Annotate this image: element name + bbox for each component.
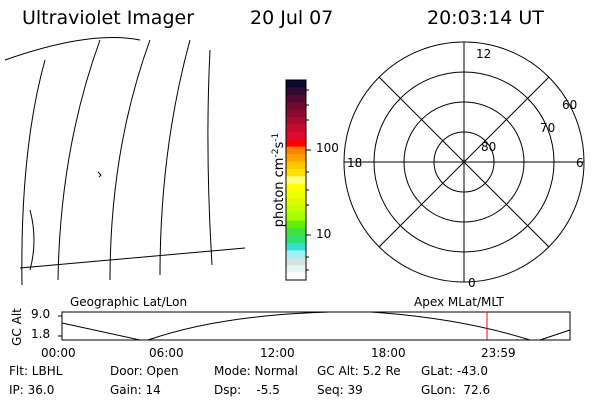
colorbar-swatch [286, 168, 306, 177]
polar-lat-80: 80 [481, 140, 497, 154]
x-tick: 06:00 [149, 346, 184, 360]
colorbar-swatch [286, 257, 306, 266]
map-gridline [57, 39, 101, 281]
polar-label-0: 0 [468, 276, 476, 290]
map-gridline [207, 49, 213, 266]
status-dsp: Dsp: -5.5 [214, 383, 280, 397]
colorbar-swatch [286, 80, 306, 88]
map-gridline [21, 59, 46, 286]
colorbar-swatch [286, 213, 306, 222]
status-glat: GLat: -43.0 [421, 364, 488, 378]
colorbar-swatch [286, 124, 306, 133]
colorbar-ticks [306, 89, 311, 271]
status-seq: Seq: 39 [317, 383, 363, 397]
status-glon: GLon: 72.6 [421, 383, 491, 397]
colorbar-swatch [286, 117, 306, 125]
map-gridline [19, 247, 246, 269]
colorbar-swatch [286, 265, 306, 274]
timeline-frame [61, 311, 571, 341]
unit-text: photon cm [272, 157, 288, 228]
colorbar-swatch [286, 109, 306, 118]
polar-label-18: 18 [347, 156, 363, 170]
colorbar-swatch [286, 146, 306, 155]
polar-lat-70: 70 [540, 121, 556, 135]
status-filter: Flt: LBHL [9, 364, 63, 378]
colorbar-swatch [286, 154, 306, 162]
colorbar-tick-10: 10 [316, 227, 332, 241]
date-label: 20 Jul 07 [250, 7, 334, 29]
status-gain: Gain: 14 [110, 383, 161, 397]
colorbar-swatch [286, 183, 306, 192]
polar-axis [378, 76, 550, 248]
status-ip: IP: 36.0 [9, 383, 55, 397]
map-coastline [29, 171, 102, 271]
unit-exponent: -2 [270, 148, 281, 158]
colorbar-frame [285, 79, 307, 281]
timeline-left-title: Geographic Lat/Lon [70, 295, 188, 309]
x-tick: 23:59 [481, 346, 516, 360]
status-gc-alt: GC Alt: 5.2 Re [317, 364, 401, 378]
colorbar-swatch [286, 139, 306, 148]
colorbar-swatch [286, 272, 306, 281]
polar-lat-60: 60 [562, 98, 578, 112]
geographic-map [4, 37, 246, 286]
colorbar-swatch [286, 102, 306, 111]
colorbar-swatch [286, 176, 306, 185]
x-tick: 00:00 [41, 346, 76, 360]
colorbar-unit-label: photon cm-2s-1 [271, 133, 287, 227]
unit-exponent: -1 [270, 132, 281, 142]
altitude-curve [61, 311, 571, 341]
timeline-ylabel: GC Alt [10, 308, 24, 346]
y-tick-9: 9.0 [31, 307, 51, 321]
timeline-ticks [58, 315, 62, 337]
x-tick: 12:00 [260, 346, 295, 360]
colorbar-swatch [286, 228, 306, 237]
colorbar-swatch [286, 235, 306, 244]
y-tick-1.8: 1.8 [31, 327, 51, 341]
colorbar-swatch [286, 161, 306, 170]
colorbar [286, 80, 306, 281]
polar-label-12: 12 [476, 47, 492, 61]
timeline-right-title: Apex MLat/MLT [414, 295, 504, 309]
colorbar-swatch [286, 94, 306, 103]
colorbar-swatch [286, 250, 306, 259]
colorbar-swatch [286, 87, 306, 96]
status-mode: Mode: Normal [214, 364, 298, 378]
polar-plot [343, 41, 585, 283]
instrument-title: Ultraviolet Imager [22, 7, 195, 29]
map-gridline [109, 39, 151, 281]
colorbar-swatch [286, 205, 306, 214]
polar-label-6: 6 [576, 156, 584, 170]
map-gridline [4, 37, 141, 61]
colorbar-swatch [286, 198, 306, 207]
colorbar-tick-100: 100 [316, 141, 339, 155]
map-gridline [159, 39, 191, 276]
colorbar-swatch [286, 220, 306, 229]
colorbar-swatch [286, 242, 306, 251]
status-door: Door: Open [110, 364, 179, 378]
x-tick: 18:00 [371, 346, 406, 360]
colorbar-swatch [286, 131, 306, 140]
time-label: 20:03:14 UT [427, 7, 544, 29]
colorbar-swatch [286, 191, 306, 200]
unit-text: s [272, 141, 288, 149]
